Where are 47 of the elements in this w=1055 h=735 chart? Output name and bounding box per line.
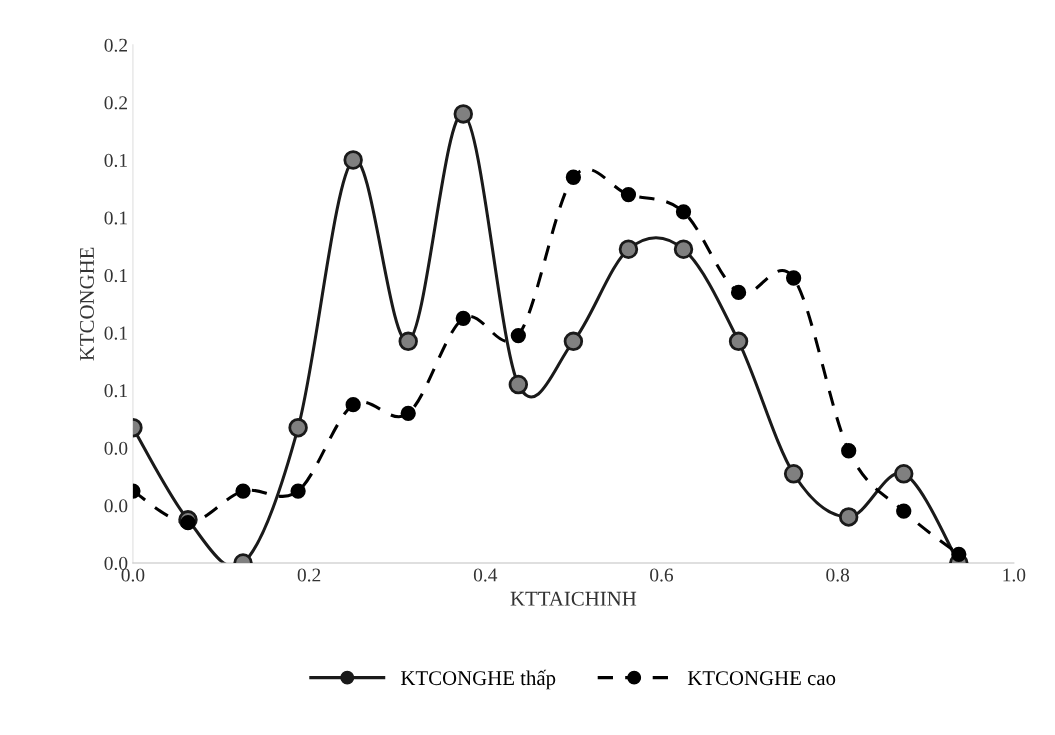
x-tick-label: 0.8 bbox=[826, 568, 850, 582]
point bbox=[728, 331, 749, 352]
x-axis-title: KTTAICHINH bbox=[510, 591, 637, 606]
point bbox=[510, 327, 526, 344]
point bbox=[398, 331, 418, 352]
legend-label: KTCONGHE cao bbox=[687, 671, 836, 686]
point bbox=[563, 331, 584, 352]
point bbox=[453, 104, 473, 124]
point bbox=[400, 405, 416, 421]
y-tick-label: 0.2 bbox=[104, 38, 127, 52]
legend-label: KTCONGHE thấp bbox=[400, 669, 556, 690]
point bbox=[565, 169, 582, 185]
point bbox=[343, 150, 363, 170]
point bbox=[455, 310, 471, 326]
x-tick-label: 0.0 bbox=[121, 568, 145, 582]
y-tick-label: 0.1 bbox=[104, 326, 127, 340]
point bbox=[620, 186, 637, 203]
point bbox=[508, 374, 529, 395]
point bbox=[675, 204, 692, 220]
point bbox=[894, 464, 914, 484]
y-tick-label: 0.0 bbox=[104, 499, 128, 513]
y-tick-label: 0.2 bbox=[104, 96, 127, 110]
y-tick-label: 0.1 bbox=[104, 211, 127, 225]
y-tick-label: 0.1 bbox=[104, 268, 127, 283]
point bbox=[841, 443, 857, 459]
x-tick-label: 0.6 bbox=[650, 568, 674, 582]
y-tick-label: 0.0 bbox=[104, 441, 128, 455]
point bbox=[235, 483, 251, 499]
y-tick-label: 0.1 bbox=[104, 153, 127, 168]
point bbox=[783, 464, 804, 484]
point bbox=[673, 239, 694, 259]
x-tick-label: 0.4 bbox=[473, 568, 498, 582]
point bbox=[785, 270, 802, 286]
y-tick-label: 0.0 bbox=[104, 556, 128, 571]
point bbox=[288, 417, 308, 438]
point bbox=[618, 239, 639, 259]
point bbox=[951, 546, 967, 563]
point bbox=[180, 515, 196, 531]
point bbox=[290, 483, 306, 499]
x-tick-label: 0.2 bbox=[297, 568, 321, 582]
point bbox=[730, 284, 747, 301]
point bbox=[345, 397, 361, 413]
y-axis-title: KTCONGHE bbox=[79, 247, 94, 361]
y-tick-label: 0.1 bbox=[104, 384, 127, 398]
x-tick-label: 1.0 bbox=[1003, 568, 1026, 582]
point bbox=[896, 503, 912, 519]
point bbox=[838, 507, 859, 527]
